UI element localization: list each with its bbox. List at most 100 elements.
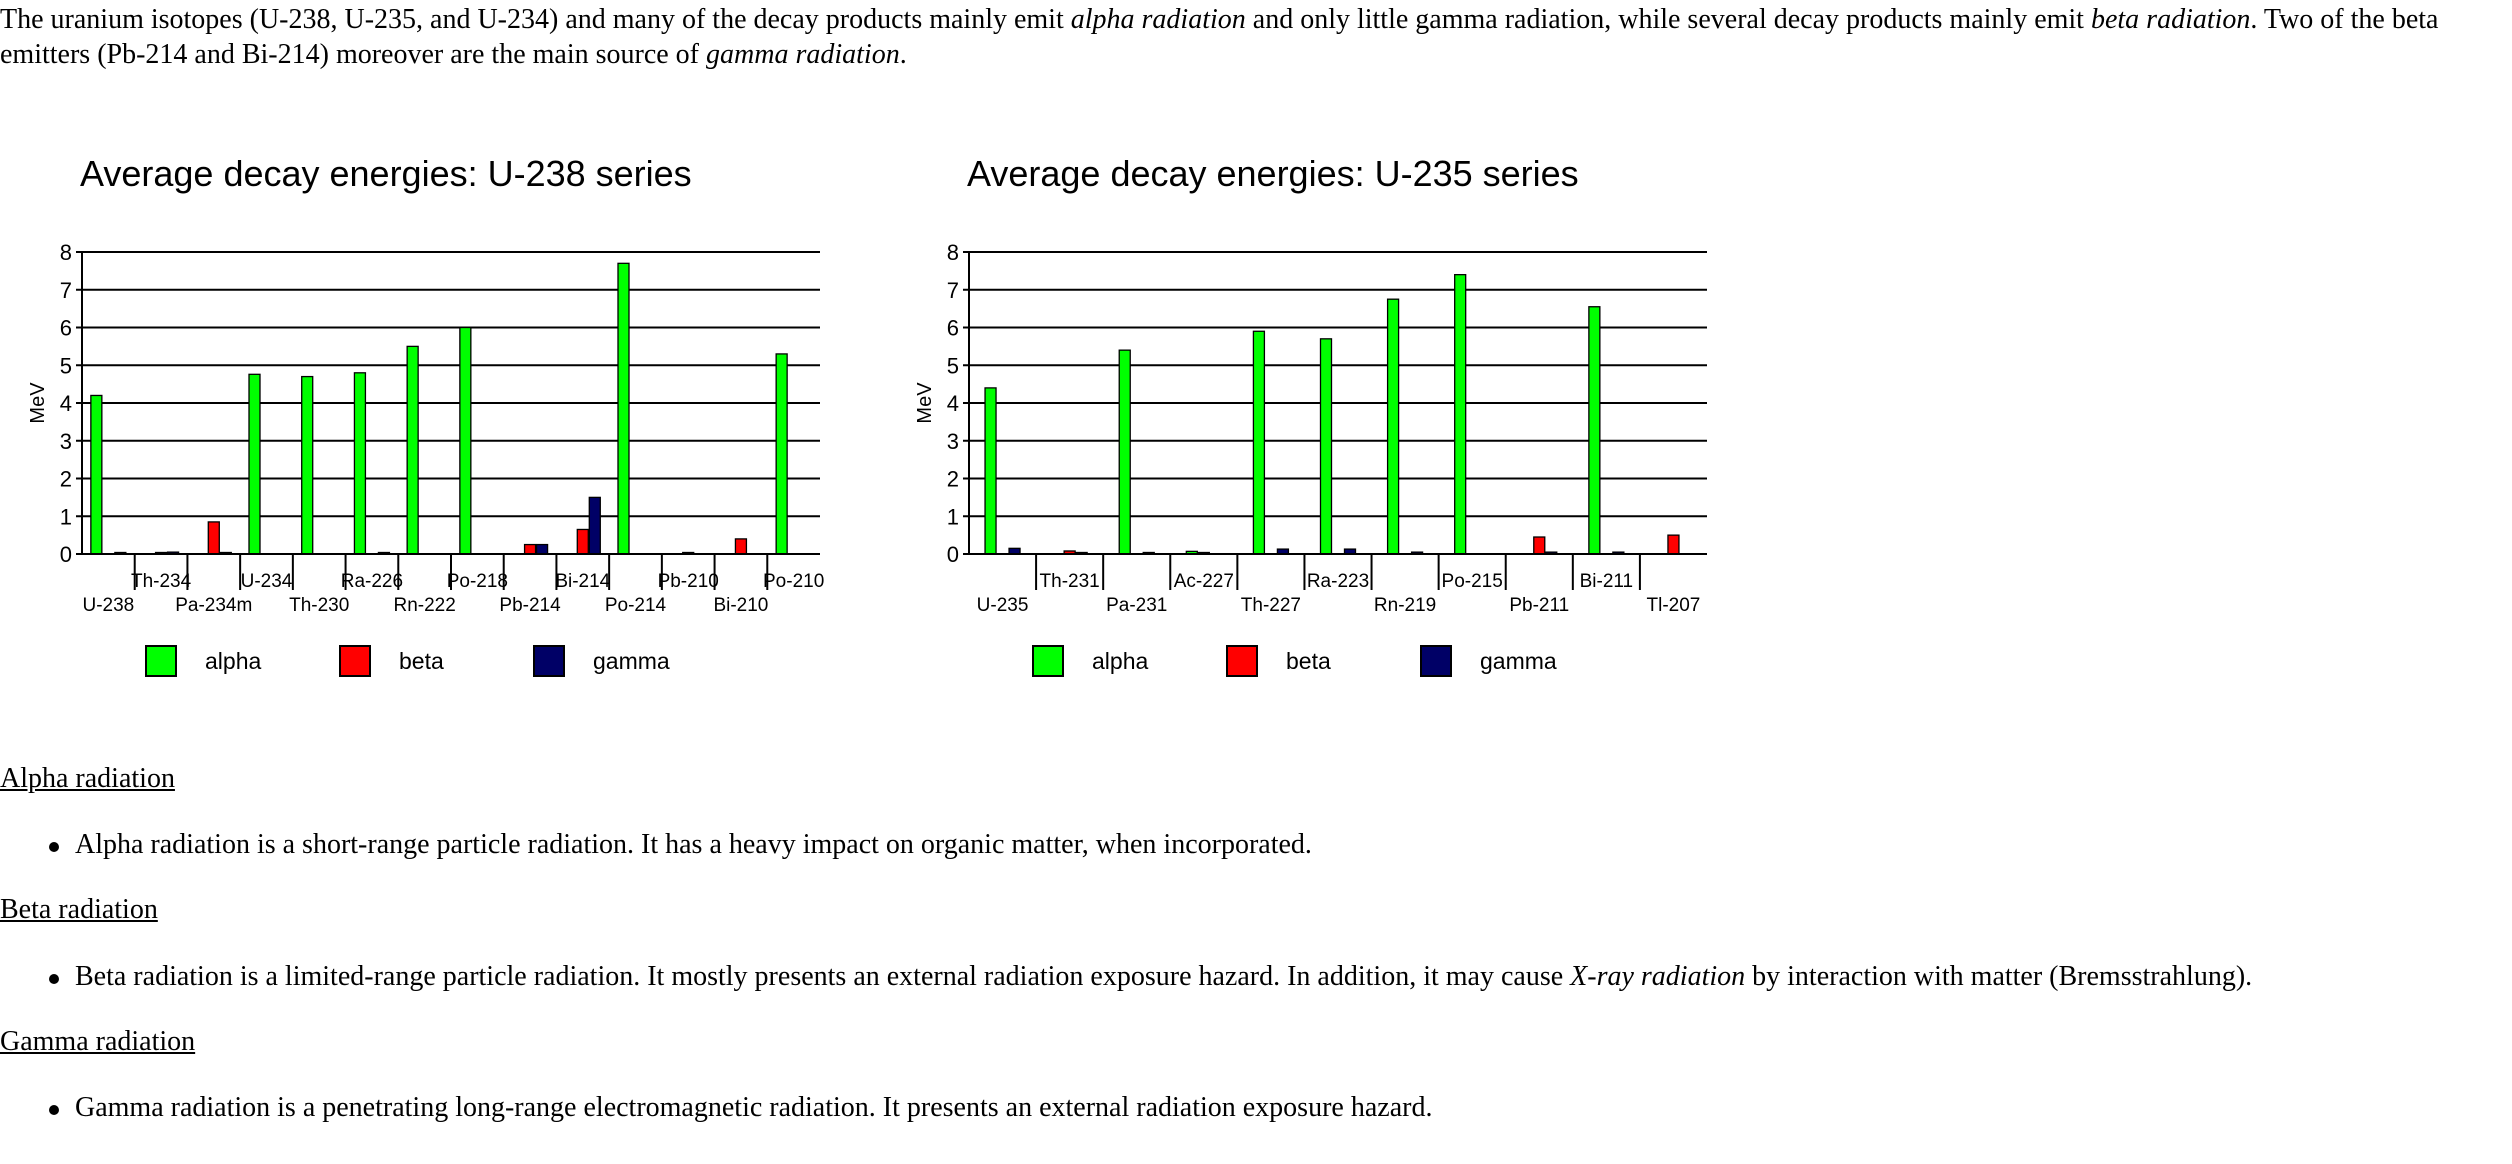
intro-emphasis-alpha: alpha radiation: [1070, 4, 1246, 35]
x-tick-label: Ra-223: [1307, 571, 1369, 592]
legend-swatch: [1032, 645, 1064, 677]
chart-u238-series: Average decay energies: U-238 series MeV 0…: [27, 153, 824, 677]
beta-radiation-bullet: Beta radiation is a limited-range partic…: [48, 960, 2253, 994]
bar-alpha-pa-231: [1118, 349, 1131, 555]
y-axis-label: MeV: [27, 382, 49, 424]
x-tick-label: Th-231: [1040, 571, 1100, 592]
x-tick-label: Po-218: [447, 571, 508, 592]
x-tick-label: Bi-214: [555, 571, 610, 592]
gamma-radiation-bullet: Gamma radiation is a penetrating long-ra…: [48, 1092, 1433, 1123]
x-tick-label: U-238: [82, 595, 134, 616]
y-tick-label: 2: [947, 467, 959, 492]
legend-label: gamma: [593, 648, 670, 674]
bar-alpha-bi-211: [1588, 306, 1601, 555]
x-tick-label: Pa-234m: [175, 595, 252, 616]
bar-beta-tl-207: [1667, 534, 1680, 555]
x-tick-label: Pb-210: [658, 571, 719, 592]
legend-item-gamma: gamma: [533, 645, 670, 677]
y-tick-label: 2: [60, 467, 72, 492]
bar-alpha-u-235: [984, 387, 997, 555]
bar-alpha-po-210: [775, 353, 788, 555]
bar-alpha-u-238: [90, 394, 103, 555]
bar-beta-bi-214: [576, 528, 589, 555]
y-tick-label: 1: [60, 504, 72, 529]
x-tick-label: U-234: [241, 571, 293, 592]
x-tick-label: Th-230: [289, 595, 349, 616]
y-tick-label: 6: [947, 316, 959, 341]
x-tick-label: Rn-222: [393, 595, 455, 616]
bar-alpha-po-218: [459, 326, 472, 555]
legend-item-gamma: gamma: [1420, 645, 1557, 677]
chart-title: Average decay energies: U-238 series: [80, 153, 692, 194]
bar-alpha-rn-222: [406, 345, 419, 555]
y-tick-label: 4: [947, 391, 959, 416]
bar-alpha-po-215: [1454, 273, 1467, 555]
alpha-radiation-heading: Alpha radiation: [0, 763, 175, 794]
y-tick-label: 3: [947, 429, 959, 454]
y-tick-label: 8: [60, 240, 72, 265]
y-axis-label: MeV: [914, 382, 936, 424]
bar-gamma-bi-214: [588, 496, 601, 555]
y-tick-label: 5: [947, 353, 959, 378]
intro-emphasis-gamma: gamma radiation: [706, 39, 900, 70]
legend-swatch: [145, 645, 177, 677]
x-tick-label: Bi-211: [1580, 571, 1634, 592]
bar-beta-pa-234m: [207, 521, 220, 555]
beta-text-2: by interaction with matter (Bremsstrahlu…: [1745, 961, 2253, 992]
intro-text-4: .: [899, 39, 907, 70]
bar-beta-bi-210: [734, 538, 748, 555]
legend-swatch: [1420, 645, 1452, 677]
legend-swatch: [1226, 645, 1258, 677]
legend-swatch: [339, 645, 371, 677]
legend-label: gamma: [1480, 648, 1557, 674]
gamma-radiation-heading: Gamma radiation: [0, 1026, 196, 1057]
x-tick-label: Tl-207: [1647, 595, 1701, 616]
x-tick-label: Ra-226: [341, 571, 403, 592]
y-tick-label: 0: [947, 542, 959, 567]
beta-radiation-heading: Beta radiation: [0, 894, 158, 925]
y-tick-label: 8: [947, 240, 959, 265]
x-tick-label: Rn-219: [1374, 595, 1436, 616]
x-tick-label: Pb-214: [499, 595, 561, 616]
alpha-radiation-bullet: Alpha radiation is a short-range particl…: [49, 829, 1312, 860]
y-tick-label: 7: [60, 278, 72, 303]
legend-label: alpha: [1092, 648, 1148, 674]
y-tick-label: 4: [60, 391, 72, 416]
x-tick-label: Pa-231: [1106, 595, 1167, 616]
bar-alpha-po-214: [617, 262, 630, 555]
bar-gamma-pb-214: [535, 543, 549, 555]
bar-alpha-ra-223: [1319, 338, 1333, 555]
chart-u235-series: Average decay energies: U-235 series MeV 0…: [914, 153, 1707, 677]
legend-label: alpha: [205, 648, 261, 674]
y-tick-label: 1: [947, 504, 959, 529]
y-tick-label: 3: [60, 429, 72, 454]
x-tick-label: Pb-211: [1509, 595, 1569, 616]
y-tick-label: 0: [60, 542, 72, 567]
x-tick-label: Th-227: [1241, 595, 1301, 616]
bar-alpha-th-230: [301, 375, 314, 555]
bar-alpha-th-227: [1252, 330, 1266, 555]
intro-emphasis-beta: beta radiation: [2090, 4, 2251, 35]
beta-text-1: Beta radiation is a limited-range partic…: [75, 961, 1571, 992]
y-tick-label: 7: [947, 278, 959, 303]
intro-paragraph: The uranium isotopes (U-238, U-235, and …: [0, 2, 2510, 72]
y-tick-label: 6: [60, 316, 72, 341]
intro-text-3: . Two of the beta emitters (Pb-214 and B…: [0, 4, 2439, 70]
legend-item-beta: beta: [339, 645, 444, 677]
beta-emphasis-xray: X-ray radiation: [1570, 961, 1746, 992]
legend-swatch: [533, 645, 565, 677]
legend-item-beta: beta: [1226, 645, 1331, 677]
legend-item-alpha: alpha: [1032, 645, 1148, 677]
legend-label: beta: [399, 648, 444, 674]
bar-alpha-rn-219: [1386, 298, 1400, 555]
chart-title: Average decay energies: U-235 series: [967, 153, 1579, 194]
x-tick-label: Th-234: [131, 571, 192, 592]
x-tick-label: Bi-210: [713, 595, 768, 616]
bar-alpha-ra-226: [353, 372, 367, 555]
bar-beta-pb-214: [523, 543, 537, 555]
x-tick-label: Po-215: [1442, 571, 1503, 592]
x-tick-label: U-235: [977, 595, 1029, 616]
intro-text-1: The uranium isotopes (U-238, U-235, and …: [0, 4, 1071, 35]
x-tick-label: Po-210: [763, 571, 824, 592]
intro-text-2: and only little gamma radiation, while s…: [1245, 4, 2091, 35]
